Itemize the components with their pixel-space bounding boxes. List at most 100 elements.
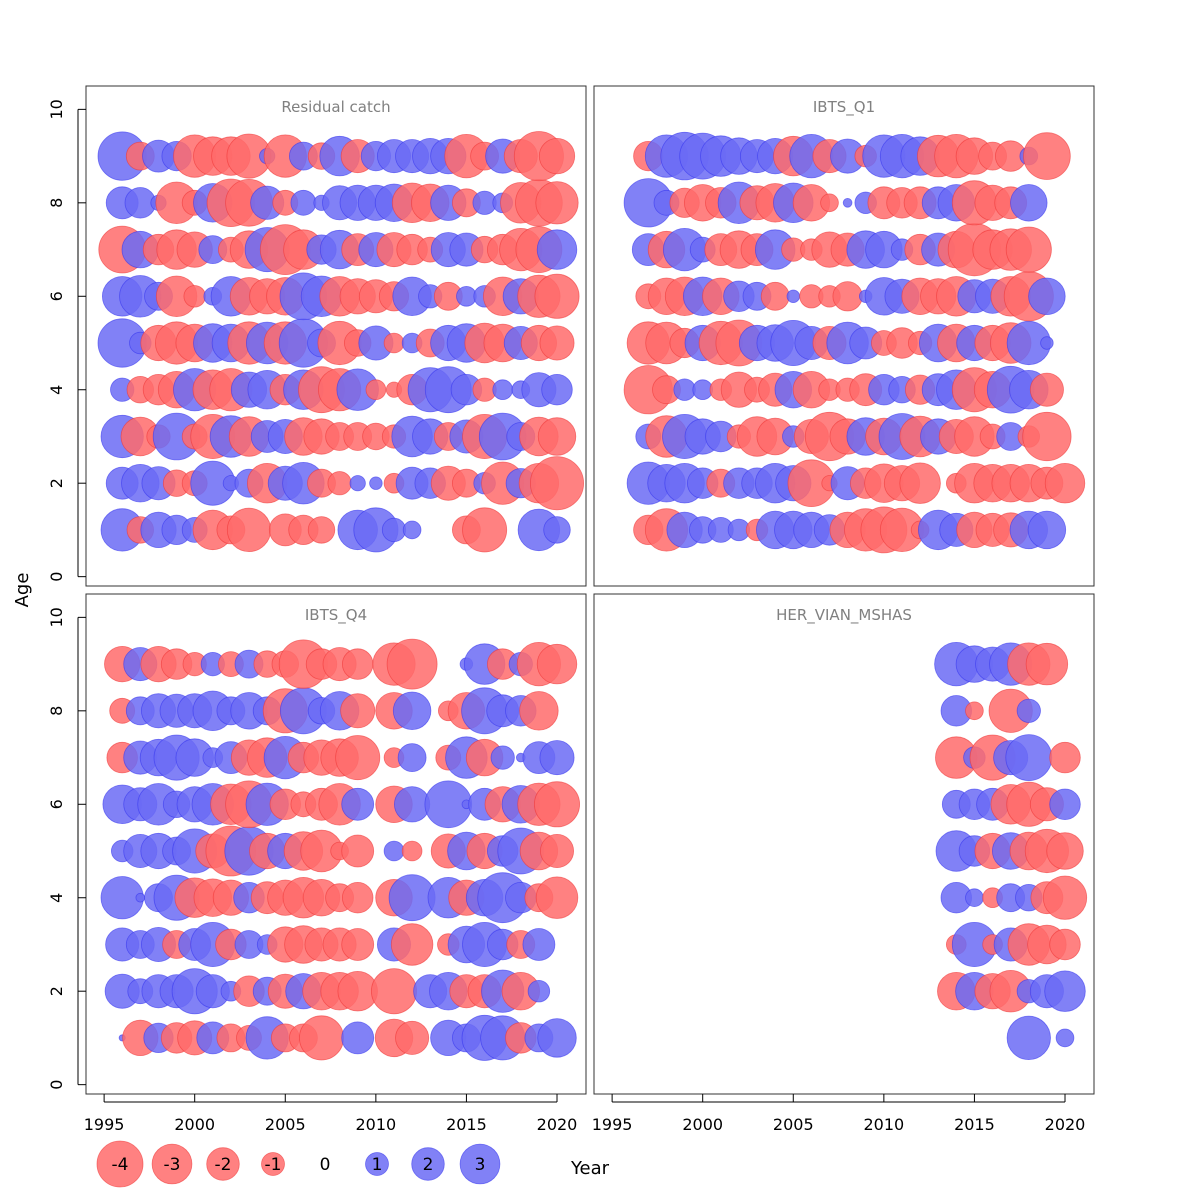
- residual-bubble: [395, 1020, 430, 1055]
- residual-bubble: [1029, 372, 1064, 407]
- residual-bubble: [381, 517, 407, 543]
- legend-bubble: [365, 1152, 389, 1176]
- residual-bubble: [1044, 463, 1086, 504]
- residual-bubble: [1055, 1028, 1075, 1048]
- x-tick-label: 1995: [84, 1115, 125, 1134]
- y-tick-label: 6: [47, 799, 66, 809]
- residual-bubble: [392, 691, 432, 730]
- residual-bubble: [1042, 875, 1088, 920]
- y-tick-label: 0: [47, 572, 66, 582]
- residual-bubble: [820, 193, 839, 213]
- residual-bubble: [1006, 1015, 1051, 1061]
- residual-bubble: [342, 648, 374, 680]
- residual-bubble: [673, 378, 696, 401]
- y-axis-label: Age: [12, 573, 33, 608]
- y-tick-label: 4: [47, 893, 66, 903]
- residual-bubble: [1044, 970, 1086, 1012]
- residual-bubble: [402, 520, 422, 540]
- residual-bubble: [538, 138, 576, 175]
- legend-label: 2: [423, 1155, 434, 1175]
- residual-bubble: [340, 693, 376, 729]
- panel-title: HER_VIAN_MSHAS: [776, 606, 912, 625]
- residual-bubble: [522, 928, 556, 961]
- residual-bubble: [535, 876, 579, 919]
- residual-bubble: [341, 834, 375, 868]
- legend-label: 1: [372, 1155, 383, 1175]
- x-tick-label: 2000: [682, 1115, 723, 1134]
- residual-bubble: [370, 968, 417, 1015]
- legend-label: 3: [475, 1155, 486, 1175]
- y-tick-label: 8: [47, 198, 66, 208]
- residual-bubble: [341, 787, 375, 821]
- residual-bubble: [536, 229, 578, 270]
- residual-bubble: [307, 516, 336, 544]
- legend-label: -4: [112, 1155, 129, 1175]
- residual-bubble: [832, 281, 863, 312]
- legend-item: 1: [365, 1152, 389, 1176]
- residual-bubble: [1005, 226, 1052, 273]
- residual-bubble: [541, 374, 573, 406]
- residual-bubble: [383, 840, 405, 862]
- residual-bubble: [397, 743, 427, 772]
- legend-item: -2: [206, 1147, 240, 1181]
- residual-bubble: [383, 332, 405, 354]
- residual-bubble: [327, 471, 352, 496]
- residual-bubble: [760, 281, 790, 311]
- legend-bubble: [459, 1143, 501, 1185]
- residual-bubble: [341, 1021, 375, 1055]
- y-tick-label: 8: [47, 706, 66, 716]
- residual-bubble: [1023, 132, 1071, 180]
- x-tick-label: 2020: [1045, 1115, 1086, 1134]
- residual-bubble: [1049, 928, 1081, 961]
- residual-bubble: [1005, 734, 1053, 781]
- x-tick-label: 2000: [174, 1115, 215, 1134]
- legend-item: 0: [320, 1155, 331, 1175]
- residual-bubble: [386, 638, 438, 690]
- residual-bubble: [540, 834, 575, 869]
- legend-item: -4: [96, 1140, 144, 1188]
- residual-bubble: [534, 781, 581, 828]
- legend-label: -3: [164, 1155, 181, 1175]
- legend-bubble: [411, 1147, 445, 1181]
- panel-frame: [85, 85, 587, 587]
- y-tick-label: 2: [47, 478, 66, 488]
- panel-frame: [593, 85, 1095, 587]
- residual-bubble: [1049, 741, 1081, 774]
- residual-bubble: [965, 888, 984, 907]
- residual-bubble: [335, 735, 381, 781]
- residual-bubble: [530, 456, 585, 511]
- legend-label: 0: [320, 1155, 331, 1175]
- y-tick-label: 10: [47, 99, 66, 119]
- y-tick-label: 2: [47, 986, 66, 996]
- x-axis-label: Year: [570, 1158, 610, 1179]
- panel-residual-catch: Residual catch: [85, 85, 587, 587]
- legend: -4 -3 -2 -1 0 1 2 3: [96, 1140, 501, 1188]
- residual-bubble: [842, 198, 853, 208]
- residual-bubble: [786, 289, 801, 304]
- residual-bubble: [401, 840, 423, 862]
- residual-bubble: [390, 923, 434, 966]
- residual-bubble: [1028, 277, 1066, 315]
- panel-frame: [85, 593, 587, 1095]
- residual-bubble: [1010, 184, 1048, 222]
- residual-bubble: [365, 379, 387, 401]
- residual-bubble: [342, 882, 374, 914]
- legend-item: -3: [151, 1143, 193, 1185]
- residual-bubble: [226, 507, 272, 553]
- residual-bubble: [539, 325, 575, 361]
- x-tick-label: 2020: [537, 1115, 578, 1134]
- residual-bubble: [462, 507, 508, 553]
- x-tick-label: 2015: [446, 1115, 487, 1134]
- panel-ibts-q1: IBTS_Q1: [593, 85, 1095, 587]
- x-tick-label: 2015: [954, 1115, 995, 1134]
- residual-bubble: [535, 181, 579, 225]
- residual-bubble: [519, 691, 559, 731]
- residual-bubble: [349, 475, 366, 492]
- residual-bubble: [290, 189, 317, 216]
- legend-bubble: [96, 1140, 144, 1188]
- legend-item: -1: [261, 1152, 285, 1176]
- panel-title: IBTS_Q4: [305, 606, 367, 625]
- legend-bubble: [206, 1147, 240, 1181]
- residual-bubble: [1040, 336, 1054, 350]
